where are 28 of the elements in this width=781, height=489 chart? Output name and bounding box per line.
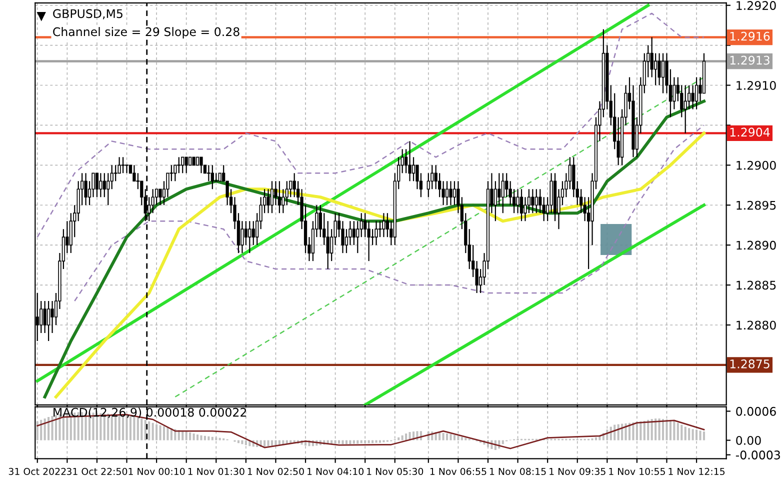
y-tick-label: 1.2910 (736, 80, 776, 90)
x-tick-label: 1 Nov 00:10 (128, 468, 185, 476)
x-tick-label: 1 Nov 02:50 (248, 468, 304, 476)
y-tick-label: 0.0006 (736, 406, 776, 416)
x-tick-label: 1 Nov 10:55 (609, 468, 665, 476)
x-tick-label: 1 Nov 06:55 (430, 468, 486, 476)
y-tick-label: 1.2890 (736, 240, 776, 250)
ref-line-label: 1.2913 (730, 56, 770, 65)
y-tick-label: 1.2895 (736, 200, 776, 210)
y-tick-label: 0.00 (736, 436, 761, 445)
y-tick-label: 1.2885 (736, 280, 776, 290)
ref-line-label: 1.2875 (730, 359, 770, 368)
y-tick-label: 1.2880 (736, 320, 776, 330)
ref-line-label: 1.2904 (730, 128, 770, 137)
x-tick-label: 31 Oct 2022 (8, 468, 66, 476)
x-tick-label: 1 Nov 04:10 (308, 468, 364, 476)
text: Channel size = 29 Slope = 0.28 (53, 27, 240, 38)
y-tick-label: 1.2900 (736, 160, 776, 170)
x-tick-label: 1 Nov 08:15 (490, 468, 546, 476)
ref-line-label: 1.2916 (730, 32, 770, 41)
x-tick-label: 1 Nov 09:35 (550, 468, 606, 476)
x-tick-label: 1 Nov 12:15 (668, 468, 725, 476)
x-tick-label: 31 Oct 22:50 (66, 468, 128, 476)
y-tick-label: -0.0003 (736, 450, 780, 460)
x-tick-label: 1 Nov 01:30 (188, 468, 244, 476)
y-tick-label: 1.2920 (736, 1, 776, 10)
chart-title: GBPUSD,M5 (53, 9, 122, 20)
x-tick-label: 1 Nov 05:30 (367, 468, 424, 476)
